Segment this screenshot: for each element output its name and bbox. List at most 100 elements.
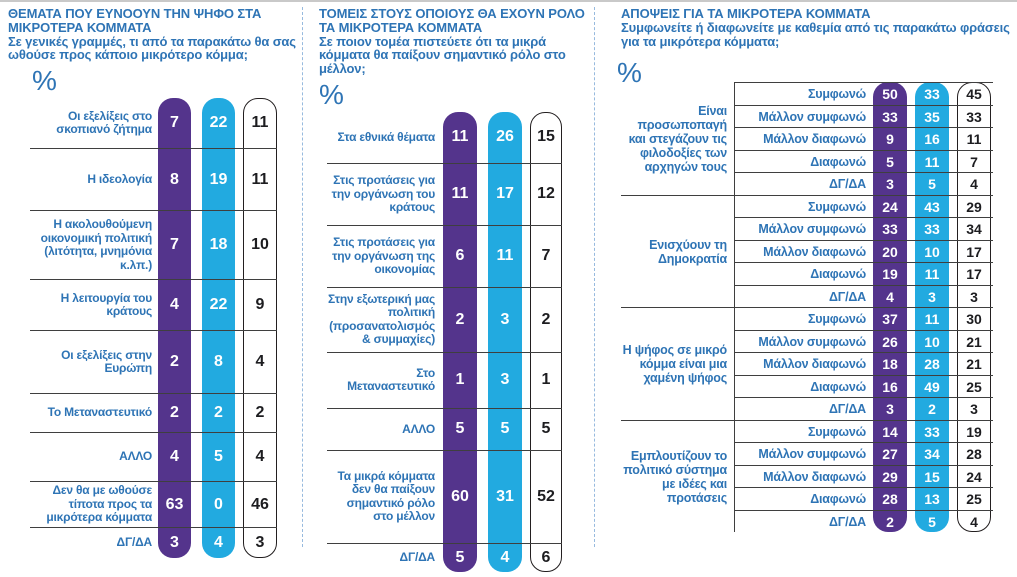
top-rule bbox=[0, 0, 1017, 2]
statement-group-label: Εμπλουτίζουν το πολιτικό σύστημα με ιδέε… bbox=[623, 448, 727, 505]
cyan-column-value: 3 bbox=[928, 288, 936, 305]
answer-row: Διαφωνώ 28 13 25 bbox=[735, 488, 993, 511]
cyan-column-value: 49 bbox=[924, 378, 940, 395]
outlined-column-value: 12 bbox=[537, 185, 555, 203]
chart-row: Τα μικρά κόμματα δεν θα παίξουν σημαντικ… bbox=[327, 451, 562, 544]
row-label: Στα εθνικά θέματα bbox=[337, 129, 435, 144]
outlined-column-value: 25 bbox=[966, 378, 982, 395]
cyan-column-value: 5 bbox=[214, 448, 223, 466]
answer-row: ΔΓ/ΔΑ 3 5 4 bbox=[735, 173, 993, 195]
answer-row: Διαφωνώ 16 49 25 bbox=[735, 376, 993, 399]
purple-column-value: 3 bbox=[170, 534, 179, 552]
opinions-table: Είναι προσωποπαγή και στεγάζουν τις φιλο… bbox=[621, 82, 993, 533]
outlined-column-value: 5 bbox=[541, 420, 551, 438]
row-label: Οι εξελίξεις στην Ευρώπη bbox=[61, 347, 152, 376]
cyan-column-value: 11 bbox=[924, 266, 940, 283]
panel-question: Σε ποιον τομέα πιστεύετε ότι τα μικρά κό… bbox=[319, 33, 566, 77]
answer-row: Μάλλον συμφωνώ 26 10 21 bbox=[735, 331, 993, 354]
purple-column-value: 2 bbox=[170, 404, 179, 422]
cyan-column-strip bbox=[488, 111, 522, 572]
purple-column-value: 2 bbox=[455, 310, 465, 328]
answer-label: Μάλλον διαφωνώ bbox=[763, 132, 866, 147]
topics-rows: Οι εξελίξεις στο σκοπιανό ζήτημα 7 22 11 Η ι… bbox=[30, 98, 277, 558]
purple-column-value: 7 bbox=[170, 114, 179, 132]
outlined-column-value: 19 bbox=[966, 423, 982, 440]
purple-column-value: 26 bbox=[882, 333, 898, 350]
answer-label: ΔΓ/ΔΑ bbox=[829, 177, 866, 192]
row-label: Η λειτουργία του κράτους bbox=[60, 290, 153, 319]
purple-column-value: 5 bbox=[455, 420, 465, 438]
chart-row: Η ιδεολογία 8 19 11 bbox=[30, 149, 277, 212]
purple-column-value: 2 bbox=[886, 513, 894, 530]
outlined-column-value: 4 bbox=[255, 353, 265, 371]
answer-row: Μάλλον διαφωνώ 18 28 21 bbox=[735, 353, 993, 376]
purple-column-value: 33 bbox=[882, 221, 898, 238]
cyan-column-value: 17 bbox=[496, 185, 514, 203]
areas-chart: Στα εθνικά θέματα 11 26 15 Στις προτάσεις γι… bbox=[327, 111, 562, 572]
answer-label: ΔΓ/ΔΑ bbox=[829, 402, 866, 417]
outlined-column-value: 15 bbox=[537, 128, 555, 146]
row-label: Στο Μεταναστευτικό bbox=[347, 365, 435, 394]
purple-column-value: 24 bbox=[882, 198, 898, 215]
statement-group-label: Η ψήφος σε μικρό κόμμα είναι μια χαμένη … bbox=[622, 343, 728, 386]
row-label: ΔΓ/ΔΑ bbox=[399, 550, 436, 565]
statement-group: Η ψήφος σε μικρό κόμμα είναι μια χαμένη … bbox=[621, 308, 993, 421]
row-label: ΔΓ/ΔΑ bbox=[116, 535, 153, 550]
cyan-column-value: 11 bbox=[924, 311, 940, 328]
cyan-column-value: 33 bbox=[924, 423, 940, 440]
chart-row: ΔΓ/ΔΑ 5 4 6 bbox=[327, 544, 562, 572]
cyan-column-value: 19 bbox=[209, 170, 228, 188]
opinions-groups: Είναι προσωποπαγή και στεγάζουν τις φιλο… bbox=[621, 82, 993, 533]
purple-column-value: 4 bbox=[170, 448, 179, 466]
answer-label: Διαφωνώ bbox=[810, 379, 866, 394]
purple-column-value: 18 bbox=[882, 356, 898, 373]
cyan-column-value: 26 bbox=[496, 128, 514, 146]
cyan-column-strip bbox=[915, 82, 949, 533]
answer-row: Διαφωνώ 5 11 7 bbox=[735, 151, 993, 174]
panel-separator-line bbox=[594, 7, 595, 547]
purple-column-value: 27 bbox=[882, 446, 898, 463]
cyan-column-value: 5 bbox=[928, 176, 936, 193]
answer-label: Συμφωνώ bbox=[807, 87, 866, 102]
answer-label: Μάλλον διαφωνώ bbox=[763, 244, 866, 259]
outlined-column-value: 17 bbox=[966, 266, 982, 283]
purple-column-value: 7 bbox=[170, 236, 179, 254]
chart-row: ΑΛΛΟ 4 5 4 bbox=[30, 433, 277, 483]
answer-row: Διαφωνώ 19 11 17 bbox=[735, 263, 993, 286]
panel-question: Σε γενικές γραμμές, τι από τα παρακάτω θ… bbox=[8, 33, 296, 63]
outlined-column-value: 1 bbox=[541, 371, 551, 389]
cyan-column-value: 10 bbox=[924, 243, 940, 260]
row-label: Η ιδεολογία bbox=[87, 171, 152, 186]
answer-row: Μάλλον συμφωνώ 27 34 28 bbox=[735, 443, 993, 466]
chart-row: Η ακολουθούμενη οικονομική πολιτική (λιτ… bbox=[30, 211, 277, 281]
purple-column-value: 14 bbox=[882, 423, 898, 440]
cyan-column-value: 22 bbox=[209, 296, 228, 314]
answer-row: Μάλλον διαφωνώ 9 16 11 bbox=[735, 128, 993, 151]
statement-group-rows: Συμφωνώ 50 33 45 Μάλλον συμφωνώ 33 35 33 Μάλλον … bbox=[734, 82, 993, 195]
outlined-column-value: 4 bbox=[255, 448, 265, 466]
statement-group-label: Είναι προσωποπαγή και στεγάζουν τις φιλο… bbox=[628, 103, 728, 174]
cyan-column-value: 15 bbox=[924, 468, 940, 485]
row-label: Το Μεταναστευτικό bbox=[47, 405, 153, 420]
outlined-column-value: 52 bbox=[537, 487, 555, 505]
purple-column-value: 4 bbox=[886, 288, 894, 305]
answer-label: Μάλλον συμφωνώ bbox=[758, 222, 866, 237]
purple-column-value: 33 bbox=[882, 108, 898, 125]
purple-column-value: 50 bbox=[882, 86, 898, 103]
statement-group-rows: Συμφωνώ 14 33 19 Μάλλον συμφωνώ 27 34 28 Μάλλον … bbox=[734, 420, 993, 533]
answer-row: Συμφωνώ 24 43 29 bbox=[735, 196, 993, 219]
answer-label: Διαφωνώ bbox=[810, 492, 866, 507]
areas-rows: Στα εθνικά θέματα 11 26 15 Στις προτάσεις γι… bbox=[327, 112, 562, 572]
chart-row: Δεν θα με ωθούσε τίποτα προς τα μικρότερ… bbox=[30, 482, 277, 529]
answer-label: Μάλλον διαφωνώ bbox=[763, 469, 866, 484]
purple-column-value: 6 bbox=[455, 247, 465, 265]
purple-column-value: 11 bbox=[451, 185, 469, 203]
answer-label: ΔΓ/ΔΑ bbox=[829, 514, 866, 529]
outlined-column-value: 9 bbox=[255, 296, 265, 314]
cyan-column-value: 16 bbox=[924, 131, 940, 148]
purple-column-value: 60 bbox=[451, 487, 469, 505]
outlined-column-value: 24 bbox=[966, 468, 982, 485]
answer-row: Μάλλον συμφωνώ 33 35 33 bbox=[735, 106, 993, 129]
answer-label: Συμφωνώ bbox=[807, 424, 866, 439]
